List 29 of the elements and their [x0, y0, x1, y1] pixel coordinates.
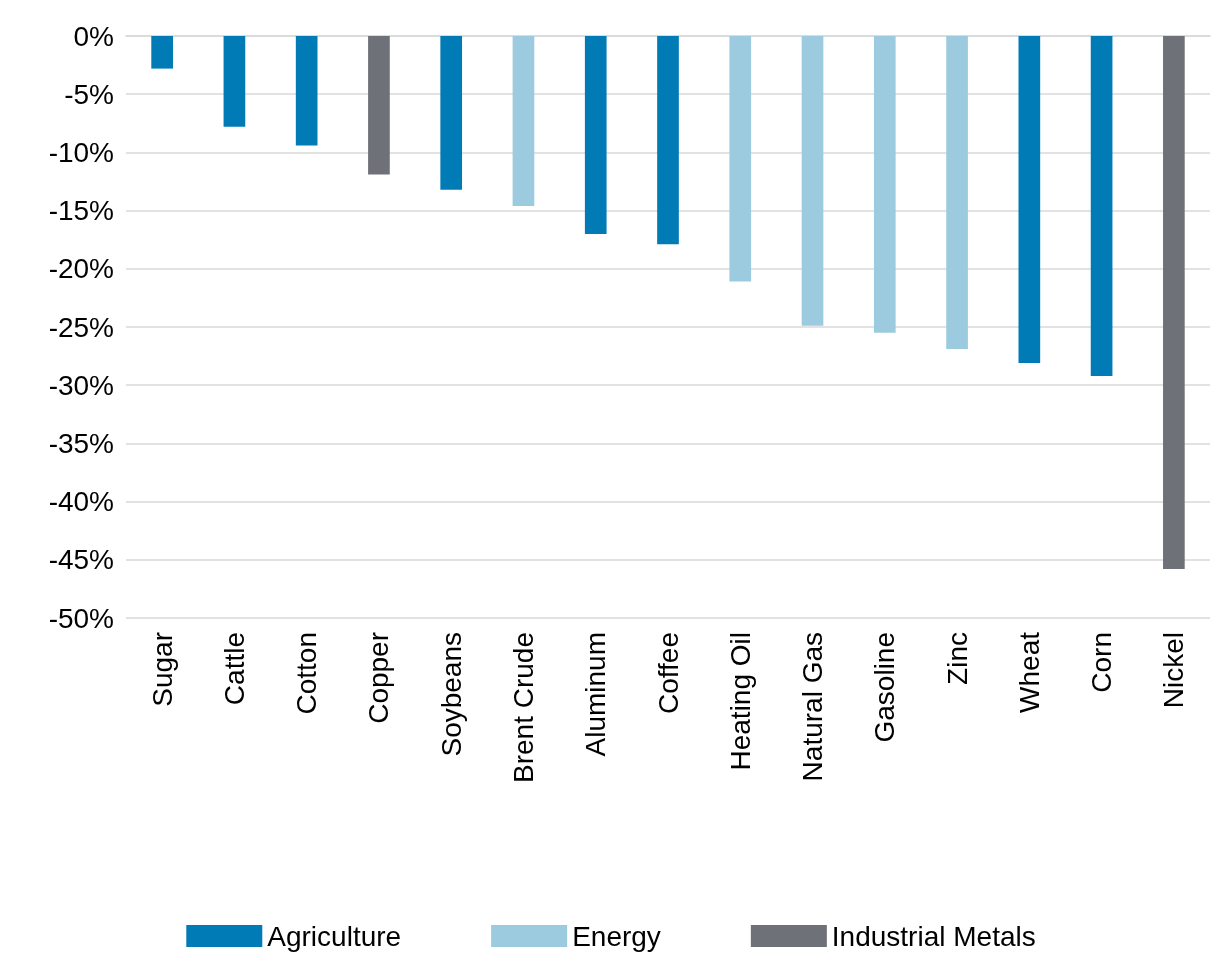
- x-tick-label: Nickel: [1158, 632, 1190, 709]
- x-tick-label: Gasoline: [869, 632, 901, 743]
- x-tick-label: Coffee: [652, 632, 684, 714]
- x-tick-label: Soybeans: [435, 632, 467, 757]
- x-tick-label: Corn: [1086, 632, 1118, 693]
- y-tick-label: -35%: [48, 427, 114, 459]
- x-tick-label: Brent Crude: [507, 632, 539, 783]
- y-tick-label: -10%: [48, 136, 114, 168]
- x-tick-label: Heating Oil: [724, 632, 756, 771]
- y-tick-label: -15%: [48, 195, 114, 227]
- x-tick-label: Sugar: [146, 632, 178, 707]
- y-tick-label: -50%: [48, 602, 114, 634]
- y-tick-label: -5%: [64, 78, 114, 110]
- y-tick-label: -40%: [48, 486, 114, 518]
- y-tick-label: 0%: [73, 20, 114, 52]
- x-tick-label: Cotton: [291, 632, 323, 715]
- x-tick-label: Zinc: [941, 632, 973, 685]
- legend-label: Industrial Metals: [831, 920, 1036, 952]
- y-tick-label: -30%: [48, 369, 114, 401]
- x-tick-label: Wheat: [1013, 631, 1045, 713]
- x-tick-label: Natural Gas: [797, 632, 829, 782]
- y-tick-label: -20%: [48, 253, 114, 285]
- y-tick-label: -45%: [48, 544, 114, 576]
- x-tick-label: Cattle: [218, 632, 250, 706]
- x-tick-label: Copper: [363, 632, 395, 724]
- y-tick-label: -25%: [48, 311, 114, 343]
- legend-label: Agriculture: [267, 920, 402, 952]
- legend-label: Energy: [572, 920, 661, 952]
- x-tick-label: Aluminum: [580, 632, 612, 757]
